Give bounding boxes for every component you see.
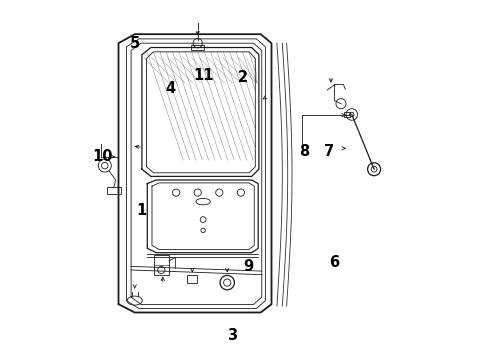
- Text: 2: 2: [237, 70, 247, 85]
- Text: 6: 6: [329, 255, 339, 270]
- Text: 3: 3: [226, 328, 237, 343]
- Text: 8: 8: [298, 144, 308, 159]
- Bar: [153, 255, 168, 275]
- Text: 1: 1: [137, 203, 147, 218]
- Text: 5: 5: [129, 36, 140, 51]
- Text: 4: 4: [165, 81, 175, 96]
- Text: 9: 9: [243, 259, 253, 274]
- Bar: [187, 275, 197, 283]
- Text: 11: 11: [192, 68, 213, 83]
- Text: 10: 10: [92, 149, 112, 164]
- Text: 7: 7: [324, 144, 333, 159]
